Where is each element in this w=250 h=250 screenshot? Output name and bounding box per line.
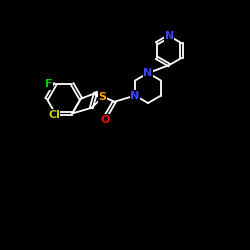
Text: Cl: Cl [48, 110, 60, 120]
Text: S: S [99, 92, 107, 102]
Text: N: N [164, 31, 174, 41]
Text: N: N [144, 68, 152, 78]
Text: N: N [130, 90, 140, 101]
Text: F: F [45, 79, 53, 89]
Text: O: O [101, 115, 110, 125]
